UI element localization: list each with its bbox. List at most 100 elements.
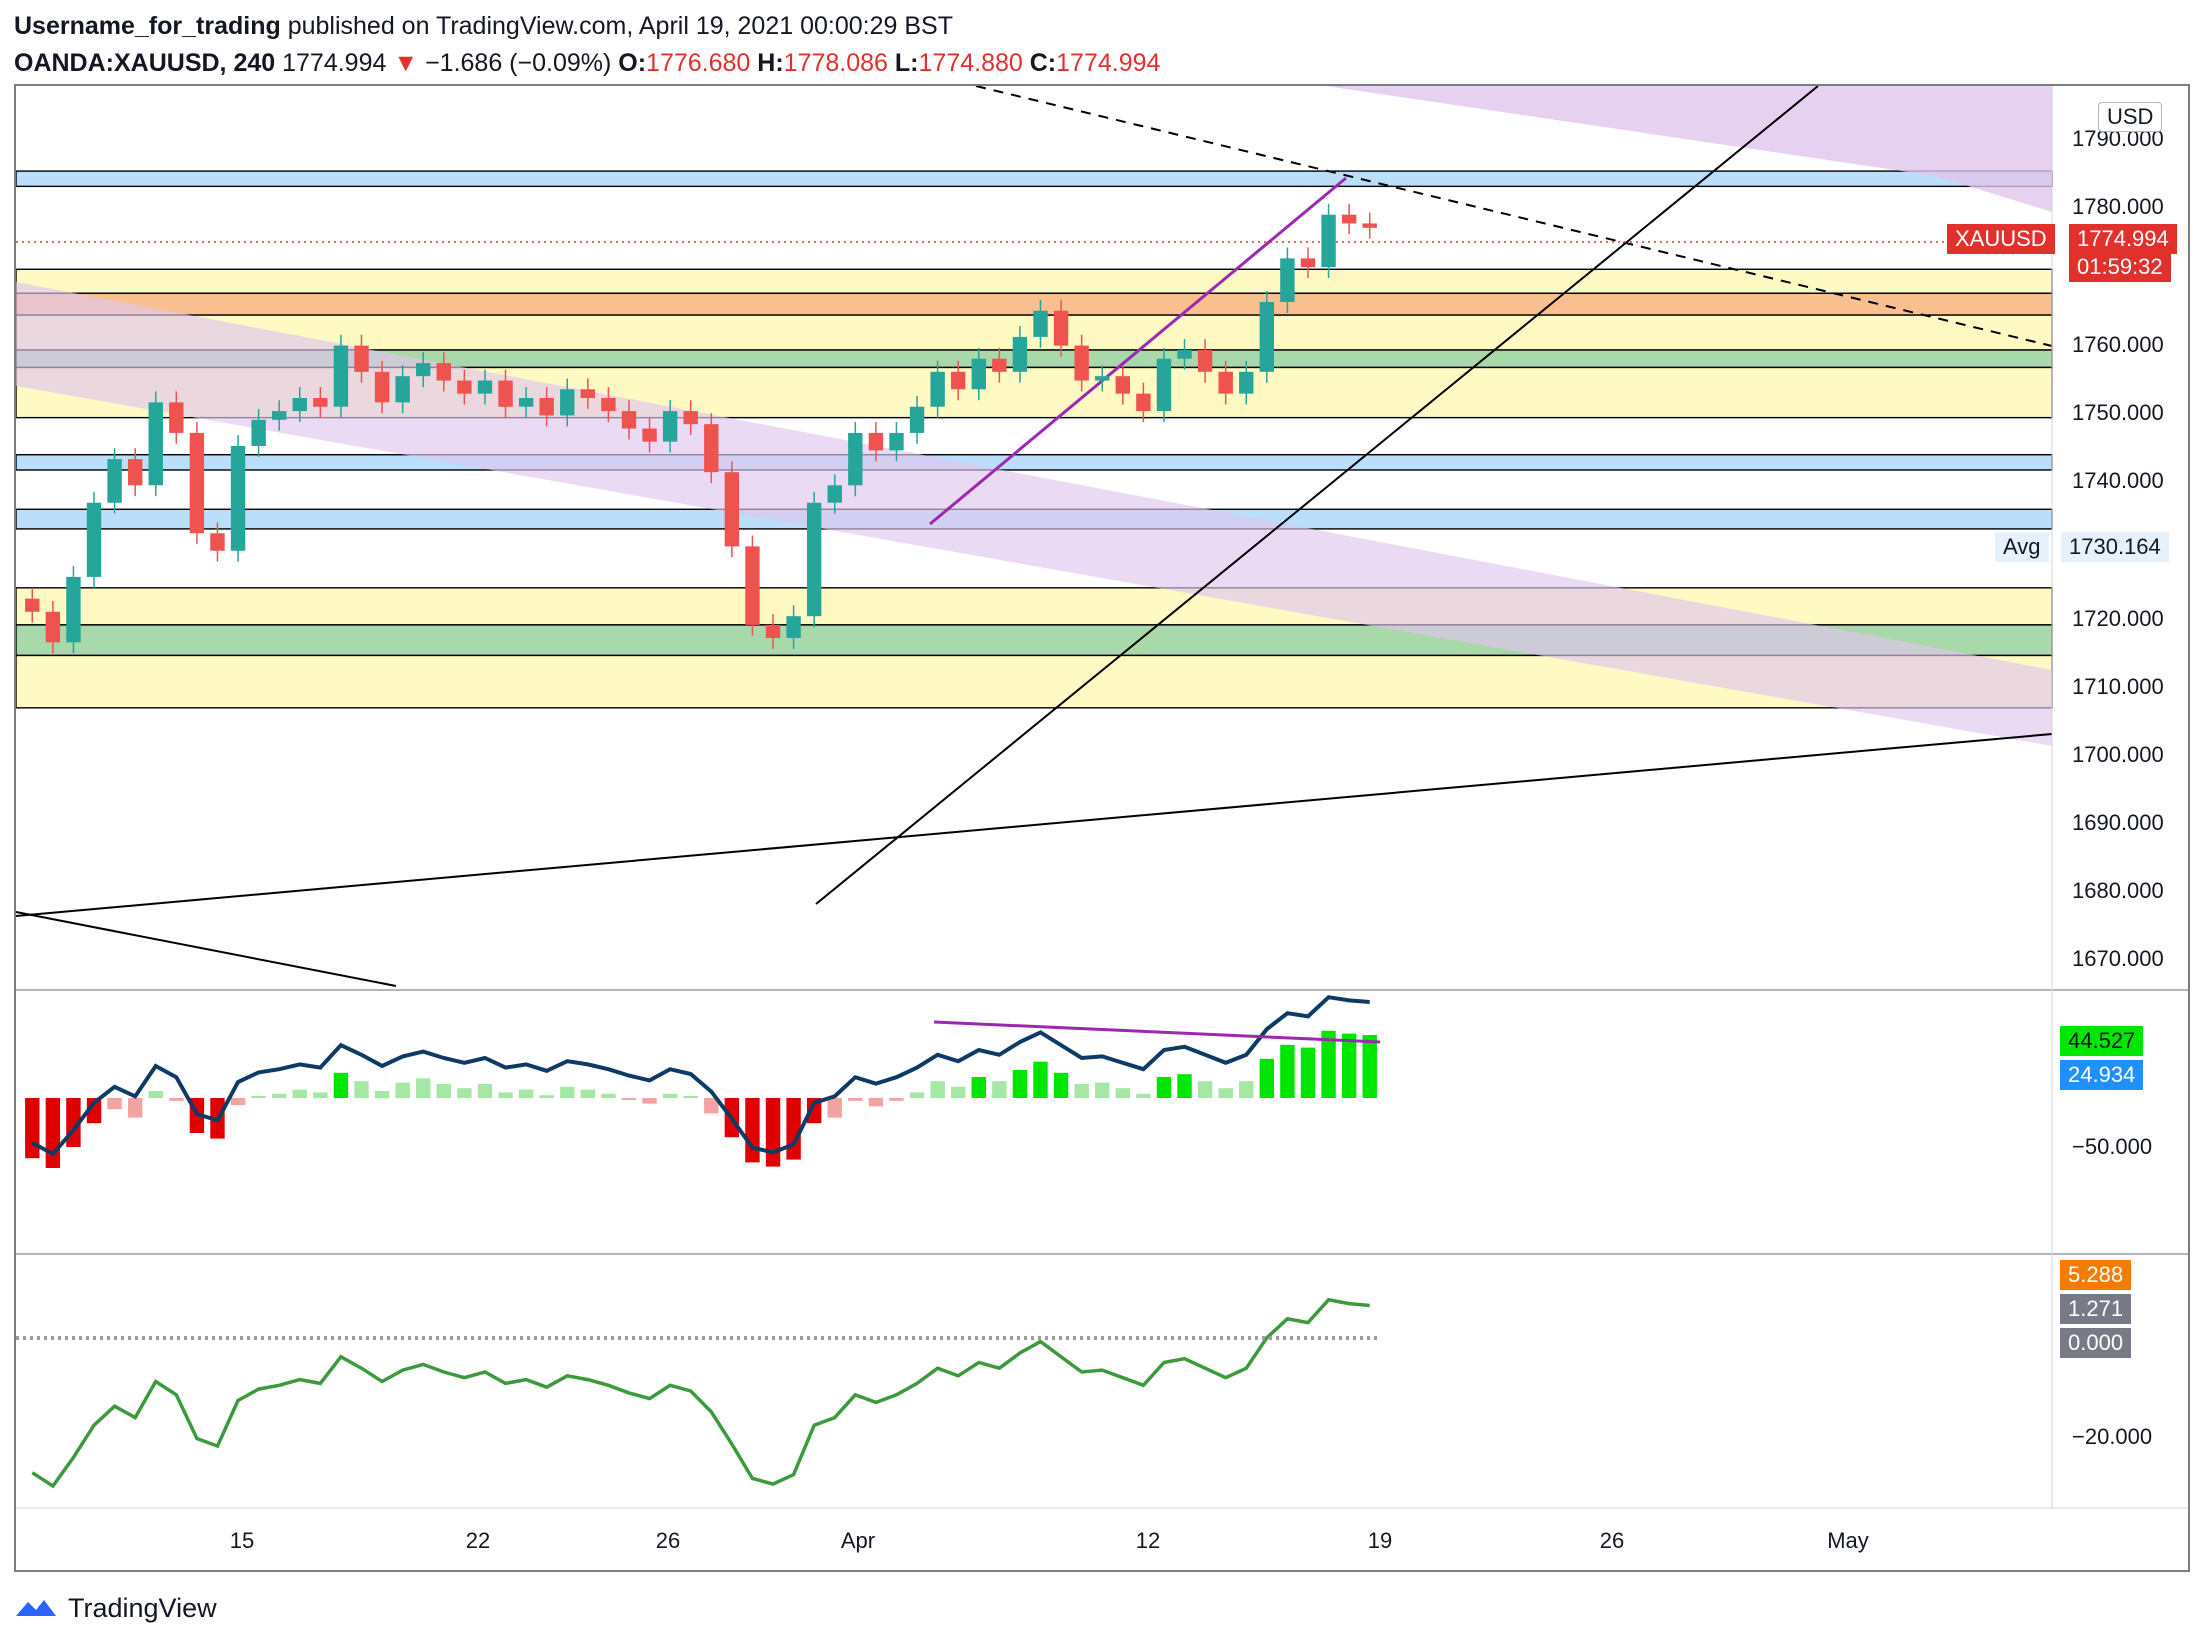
chart-canvas[interactable]: 1790.0001780.0001760.0001750.0001740.000… xyxy=(16,86,2188,1570)
usd-label[interactable]: USD xyxy=(2098,102,2163,132)
histogram-bar xyxy=(950,1086,966,1098)
time-tick-label: 15 xyxy=(230,1528,254,1553)
histogram-bar xyxy=(601,1093,616,1098)
zone-blue-6 xyxy=(16,454,2053,471)
histogram-bar xyxy=(704,1098,719,1114)
histogram-bar xyxy=(45,1098,61,1168)
histogram-bar xyxy=(1033,1061,1048,1098)
chart-frame[interactable]: 1790.000 1780.000 1760.000 1750.000 1740.000… xyxy=(14,84,2190,1572)
avg-value: 1730.164 xyxy=(2061,532,2169,562)
candle-body xyxy=(1362,223,1377,228)
histogram-bar xyxy=(416,1078,431,1098)
candle-body xyxy=(86,502,102,577)
brand[interactable]: TradingView xyxy=(68,1592,217,1623)
candle-body xyxy=(374,371,390,403)
candle-body xyxy=(251,419,266,446)
candle-body xyxy=(436,363,452,381)
histogram-bar xyxy=(25,1098,40,1159)
histogram-bar xyxy=(1362,1035,1377,1098)
rising-wedge-line xyxy=(929,176,1347,526)
histogram-bar xyxy=(827,1098,842,1118)
histogram-bar xyxy=(765,1098,781,1167)
high-label: H: xyxy=(757,49,784,77)
histogram-bar xyxy=(1321,1030,1336,1098)
candle-body xyxy=(271,411,287,420)
candle-body xyxy=(230,446,246,551)
histogram-bar xyxy=(848,1098,863,1101)
avg-label: Avg xyxy=(1995,532,2049,562)
upper-channel xyxy=(1326,86,2052,212)
histogram-bar xyxy=(477,1084,493,1098)
price-tick-label: 1680.000 xyxy=(2072,878,2164,903)
high-value: 1778.086 xyxy=(783,49,888,77)
momentum-line xyxy=(31,1297,1370,1489)
histogram-bar xyxy=(1156,1077,1172,1098)
candle-body xyxy=(66,576,81,643)
osc2-gray-tag-2: 0.000 xyxy=(2060,1328,2132,1358)
oscillator-line xyxy=(31,995,1370,1157)
open-value: 1776.680 xyxy=(646,49,751,77)
candle-body xyxy=(1218,371,1233,394)
candle-body xyxy=(601,398,616,412)
candle-body xyxy=(1074,345,1089,381)
candle-body xyxy=(333,345,349,407)
candle-body xyxy=(827,485,842,503)
candle-body xyxy=(786,616,801,638)
histogram-bar xyxy=(971,1077,986,1098)
histogram-bar xyxy=(539,1095,554,1098)
price-tick-label: 1670.000 xyxy=(2072,946,2164,971)
histogram-bar xyxy=(1177,1074,1192,1098)
candle-body xyxy=(683,411,698,425)
candle-body xyxy=(992,358,1007,372)
histogram-bar xyxy=(1280,1044,1295,1098)
histogram-bar xyxy=(909,1092,925,1098)
countdown-tag: 01:59:32 xyxy=(2069,252,2171,282)
author[interactable]: Username_for_trading xyxy=(14,12,281,40)
footer: TradingView xyxy=(14,1588,217,1628)
candle-body xyxy=(560,389,575,416)
candle-body xyxy=(1321,214,1336,268)
candle-body xyxy=(127,459,143,486)
candle-body xyxy=(1115,376,1131,394)
osc1-blue-tag: 24.934 xyxy=(2060,1060,2144,1090)
candle-body xyxy=(107,459,122,503)
candle-body xyxy=(539,398,554,416)
histogram-bar xyxy=(1197,1081,1213,1098)
symbol-tag: XAUUSD xyxy=(1947,224,2055,254)
time-tick-label: 26 xyxy=(1600,1528,1624,1553)
histogram-bar xyxy=(868,1098,884,1107)
low-label: L: xyxy=(894,49,919,77)
close-label: C: xyxy=(1029,49,1057,77)
histogram-bar xyxy=(580,1089,596,1098)
osc1-green-tag: 44.527 xyxy=(2060,1026,2144,1056)
candle-body xyxy=(662,411,678,442)
candle-body xyxy=(642,428,657,442)
histogram-bar xyxy=(1239,1081,1254,1098)
candle-body xyxy=(621,411,637,429)
chart-header: Username_for_trading published on Tradin… xyxy=(14,8,1160,82)
time-tick-label: May xyxy=(1827,1528,1869,1553)
close-value: 1774.994 xyxy=(1056,49,1161,77)
zone-blue-0 xyxy=(16,170,2053,188)
osc1-tick-label: −50.000 xyxy=(2072,1134,2152,1159)
candle-body xyxy=(1239,371,1254,394)
candle-body xyxy=(889,432,904,451)
histogram-bar xyxy=(662,1093,678,1098)
low-value: 1774.880 xyxy=(918,49,1023,77)
candle-body xyxy=(1177,350,1192,359)
candle-body xyxy=(971,358,986,390)
candle-body xyxy=(765,624,781,638)
quote-line: OANDA:XAUUSD, 240 1774.994 ▼ −1.686 (−0.… xyxy=(14,45,1160,82)
histogram-bar xyxy=(169,1098,184,1101)
histogram-bar xyxy=(1095,1082,1110,1098)
candle-body xyxy=(950,371,966,390)
resistance-dashed-line xyxy=(975,86,2053,347)
publish-line: Username_for_trading published on Tradin… xyxy=(14,8,1160,45)
candle-body xyxy=(1095,376,1110,381)
tradingview-logo-icon xyxy=(16,1600,56,1616)
osc2-tick-label: −20.000 xyxy=(2072,1424,2152,1449)
candle-body xyxy=(169,402,184,433)
price-tick-label: 1780.000 xyxy=(2072,194,2164,219)
histogram-bar xyxy=(148,1091,163,1098)
divergence-line xyxy=(933,1020,1381,1044)
